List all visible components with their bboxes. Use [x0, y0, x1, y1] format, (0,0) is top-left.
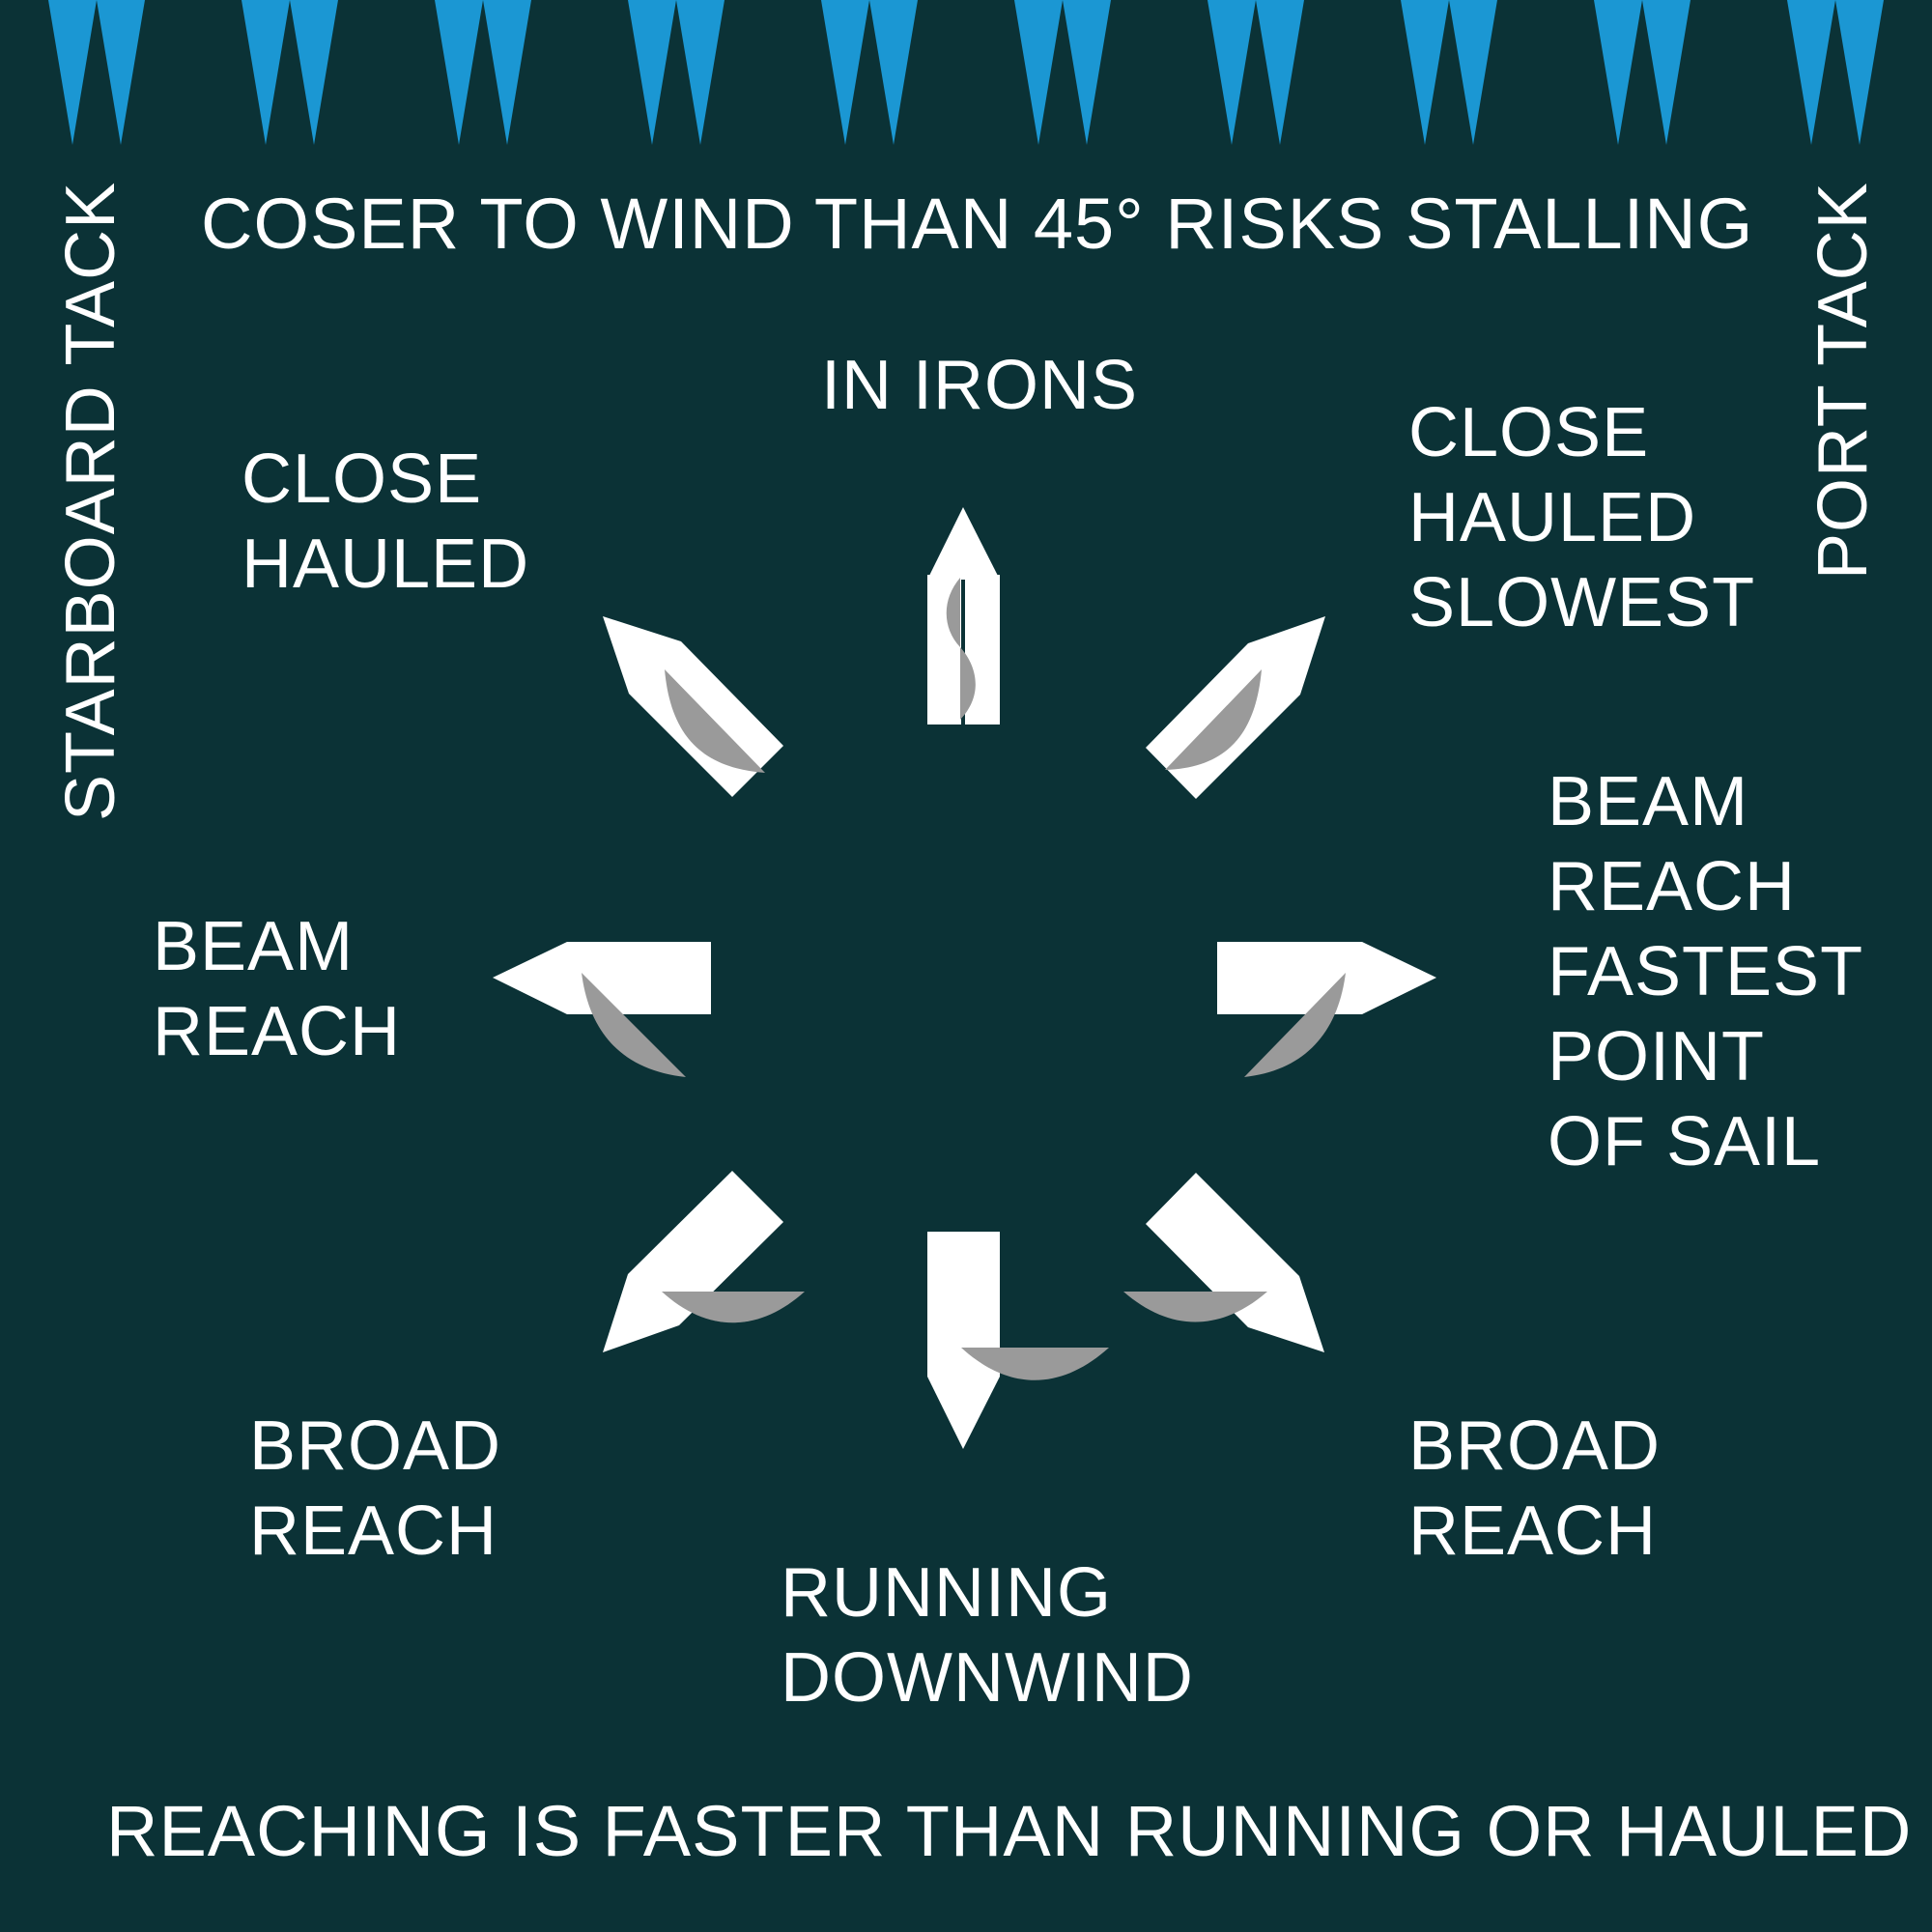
boat-beam-reach-starboard — [493, 942, 711, 1077]
wind-tooth — [1401, 0, 1497, 145]
boat-in-irons — [927, 507, 1000, 724]
wind-tooth — [242, 0, 338, 145]
label-beam-reach-starboard: BEAM REACH — [153, 908, 402, 1070]
sail — [1244, 973, 1346, 1077]
hull — [493, 942, 711, 1014]
hull — [1146, 1173, 1324, 1352]
hull — [1217, 942, 1436, 1014]
sail — [1165, 669, 1262, 770]
sail — [961, 1348, 1109, 1380]
boat-broad-reach-starboard — [603, 1171, 805, 1352]
wind-indicator — [48, 0, 1884, 145]
wind-tooth — [1208, 0, 1304, 145]
sail — [582, 973, 686, 1077]
wind-tooth — [1594, 0, 1690, 145]
label-broad-reach-starboard: BROAD REACH — [249, 1407, 502, 1570]
label-running-downwind: RUNNING DOWNWIND — [781, 1554, 1194, 1717]
sail — [662, 1292, 805, 1323]
wind-tooth — [1014, 0, 1111, 145]
wind-tooth — [435, 0, 531, 145]
wind-tooth — [48, 0, 145, 145]
wind-tooth — [628, 0, 724, 145]
sail — [665, 669, 765, 773]
stall-warning-text: COSER TO WIND THAN 45° RISKS STALLING — [201, 184, 1754, 264]
boat-running — [927, 1232, 1109, 1449]
label-close-hauled-port: CLOSE HAULED SLOWEST — [1408, 394, 1756, 641]
hull — [927, 1232, 1000, 1449]
label-broad-reach-port: BROAD REACH — [1408, 1407, 1662, 1570]
boat-close-hauled-port — [1146, 616, 1325, 799]
boat-broad-reach-port — [1123, 1173, 1324, 1352]
sail — [1123, 1292, 1267, 1322]
label-in-irons: IN IRONS — [821, 347, 1139, 424]
sail — [946, 578, 976, 720]
wind-tooth — [821, 0, 918, 145]
reaching-speed-note: REACHING IS FASTER THAN RUNNING OR HAULE… — [106, 1791, 1913, 1871]
boat-close-hauled-starboard — [603, 616, 783, 797]
hull — [603, 1171, 783, 1352]
wind-tooth — [1787, 0, 1884, 145]
boat-beam-reach-port — [1217, 942, 1436, 1077]
label-beam-reach-port: BEAM REACH FASTEST POINT OF SAIL — [1548, 763, 1864, 1180]
label-close-hauled-starboard: CLOSE HAULED — [242, 440, 530, 603]
